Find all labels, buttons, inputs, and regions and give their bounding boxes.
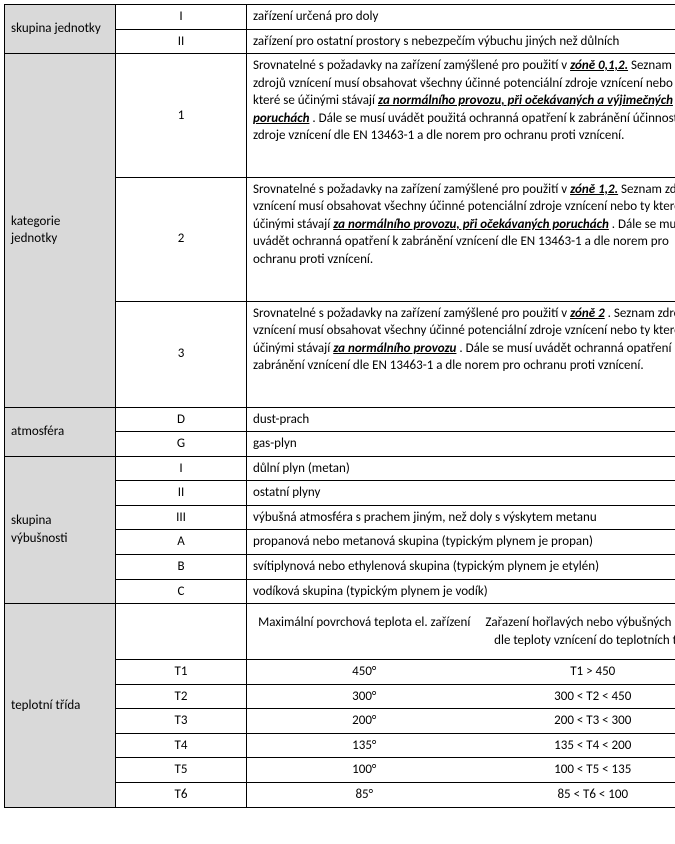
section-label-kategorie-jednotky: kategorie jednotky: [5, 54, 116, 408]
cell-desc: 85° 85 < T6 < 100: [247, 782, 675, 807]
teplotni-temp: 85°: [253, 786, 482, 804]
teplotni-range: 200 < T3 < 300: [482, 712, 675, 730]
cell-code: T1: [116, 660, 247, 685]
teplotni-temp: 450°: [253, 663, 482, 681]
classification-table: skupina jednotky I zařízení určená pro d…: [4, 4, 675, 808]
cell-desc: 300° 300 < T2 < 450: [247, 684, 675, 709]
section-label-skupina-jednotky: skupina jednotky: [5, 5, 116, 54]
cell-desc: Srovnatelné s požadavky na zařízení zamý…: [247, 301, 675, 407]
cell-code: II: [116, 29, 247, 54]
text-pre: Srovnatelné s požadavky na zařízení zamý…: [253, 182, 570, 197]
teplotni-range: 100 < T5 < 135: [482, 761, 675, 779]
cell-desc: ostatní plyny: [247, 481, 675, 506]
cell-code: I: [116, 456, 247, 481]
text-post: . Dále se musí uvádět použitá ochranná o…: [253, 111, 675, 144]
cell-desc: vodíková skupina (typickým plynem je vod…: [247, 579, 675, 604]
teplotni-range: T1 > 450: [482, 663, 675, 681]
cell-desc: Srovnatelné s požadavky na zařízení zamý…: [247, 54, 675, 178]
cell-desc: 100° 100 < T5 < 135: [247, 758, 675, 783]
teplotni-header: Maximální povrchová teplota el. zařízení…: [247, 604, 675, 660]
cell-code: II: [116, 481, 247, 506]
cell-desc: propanová nebo metanová skupina (typický…: [247, 530, 675, 555]
text-cond: za normálního provozu: [333, 341, 456, 356]
section-label-skupina-vybusnosti: skupina výbušnosti: [5, 456, 116, 603]
teplotni-temp: 100°: [253, 761, 482, 779]
cell-code: T5: [116, 758, 247, 783]
cell-code: T4: [116, 733, 247, 758]
cell-desc: svítiplynová nebo ethylenová skupina (ty…: [247, 555, 675, 580]
cell-desc: dust-prach: [247, 407, 675, 432]
cell-code: 2: [116, 177, 247, 301]
cell-desc: gas-plyn: [247, 432, 675, 457]
section-label-teplotni-trida: teplotní třída: [5, 604, 116, 807]
cell-desc: Srovnatelné s požadavky na zařízení zamý…: [247, 177, 675, 301]
cell-code: [116, 604, 247, 660]
section-label-atmosfera: atmosféra: [5, 407, 116, 456]
cell-code: T3: [116, 709, 247, 734]
teplotni-range: 300 < T2 < 450: [482, 688, 675, 706]
cell-code: 3: [116, 301, 247, 407]
cell-code: G: [116, 432, 247, 457]
teplotni-header-right: Zařazení hořlavých nebo výbušných látek …: [482, 614, 675, 649]
cell-code: 1: [116, 54, 247, 178]
teplotni-range: 135 < T4 < 200: [482, 737, 675, 755]
text-cond: za normálního provozu, při očekávaných p…: [333, 217, 609, 232]
cell-code: B: [116, 555, 247, 580]
teplotni-temp: 300°: [253, 688, 482, 706]
teplotni-range: 85 < T6 < 100: [482, 786, 675, 804]
teplotni-temp: 200°: [253, 712, 482, 730]
text-zone: zóně 0,1,2.: [570, 58, 628, 73]
cell-code: III: [116, 505, 247, 530]
cell-desc: 450° T1 > 450: [247, 660, 675, 685]
cell-desc: důlní plyn (metan): [247, 456, 675, 481]
teplotni-temp: 135°: [253, 737, 482, 755]
cell-code: I: [116, 5, 247, 30]
cell-code: A: [116, 530, 247, 555]
cell-desc: 135° 135 < T4 < 200: [247, 733, 675, 758]
teplotni-header-left: Maximální povrchová teplota el. zařízení: [253, 614, 482, 649]
cell-desc: 200° 200 < T3 < 300: [247, 709, 675, 734]
text-pre: Srovnatelné s požadavky na zařízení zamý…: [253, 58, 570, 73]
cell-code: T6: [116, 782, 247, 807]
cell-desc: zařízení pro ostatní prostory s nebezpeč…: [247, 29, 675, 54]
text-zone: zóně 2: [570, 306, 605, 321]
text-pre: Srovnatelné s požadavky na zařízení zamý…: [253, 306, 570, 321]
cell-desc: výbušná atmosféra s prachem jiným, než d…: [247, 505, 675, 530]
cell-code: T2: [116, 684, 247, 709]
cell-code: C: [116, 579, 247, 604]
cell-desc: zařízení určená pro doly: [247, 5, 675, 30]
cell-code: D: [116, 407, 247, 432]
text-zone: zóně 1,2.: [570, 182, 618, 197]
